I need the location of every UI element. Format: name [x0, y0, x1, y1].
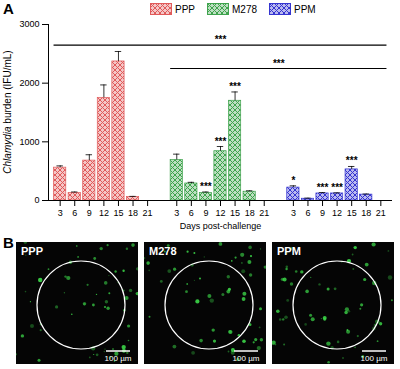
svg-text:9: 9 [320, 208, 325, 218]
svg-text:12: 12 [332, 208, 342, 218]
svg-text:18: 18 [245, 208, 255, 218]
svg-text:3: 3 [291, 208, 296, 218]
svg-text:18: 18 [128, 208, 138, 218]
html-text:PPM: PPM [294, 3, 316, 15]
svg-text:Days post-challenge: Days post-challenge [180, 221, 262, 231]
svg-text:***: *** [215, 34, 227, 45]
svg-text:3000: 3000 [19, 19, 39, 29]
svg-text:***: *** [346, 155, 358, 166]
svg-text:0: 0 [34, 195, 39, 205]
svg-text:100 µm: 100 µm [233, 354, 260, 363]
svg-text:Chlamydia burden (IFU/mL): Chlamydia burden (IFU/mL) [2, 50, 13, 173]
svg-text:100 µm: 100 µm [361, 354, 388, 363]
svg-text:6: 6 [72, 208, 77, 218]
svg-text:12: 12 [99, 208, 109, 218]
svg-text:100 µm: 100 µm [105, 354, 132, 363]
svg-text:*: * [291, 175, 295, 186]
svg-text:9: 9 [203, 208, 208, 218]
html-text:A: A [3, 0, 14, 17]
svg-text:21: 21 [376, 208, 386, 218]
html-text:PPP: PPP [175, 3, 195, 15]
svg-text:3: 3 [58, 208, 63, 218]
svg-text:2000: 2000 [19, 78, 39, 88]
svg-text:21: 21 [143, 208, 153, 218]
svg-text:***: *** [331, 182, 343, 193]
svg-text:18: 18 [361, 208, 371, 218]
svg-text:***: *** [200, 181, 212, 192]
svg-text:15: 15 [230, 208, 240, 218]
svg-text:12: 12 [215, 208, 225, 218]
svg-text:21: 21 [259, 208, 269, 218]
svg-text:3: 3 [174, 208, 179, 218]
svg-text:15: 15 [347, 208, 357, 218]
svg-text:1000: 1000 [19, 137, 39, 147]
svg-text:PPM: PPM [277, 245, 301, 257]
svg-text:9: 9 [87, 208, 92, 218]
html-text:M278: M278 [232, 3, 257, 15]
svg-text:***: *** [317, 182, 329, 193]
svg-text:***: *** [229, 81, 241, 92]
svg-text:15: 15 [113, 208, 123, 218]
svg-text:M278: M278 [149, 245, 177, 257]
html-text:B: B [3, 234, 14, 251]
svg-text:6: 6 [305, 208, 310, 218]
svg-text:PPP: PPP [21, 245, 43, 257]
svg-text:6: 6 [189, 208, 194, 218]
svg-text:***: *** [215, 136, 227, 147]
svg-text:***: *** [273, 58, 285, 69]
